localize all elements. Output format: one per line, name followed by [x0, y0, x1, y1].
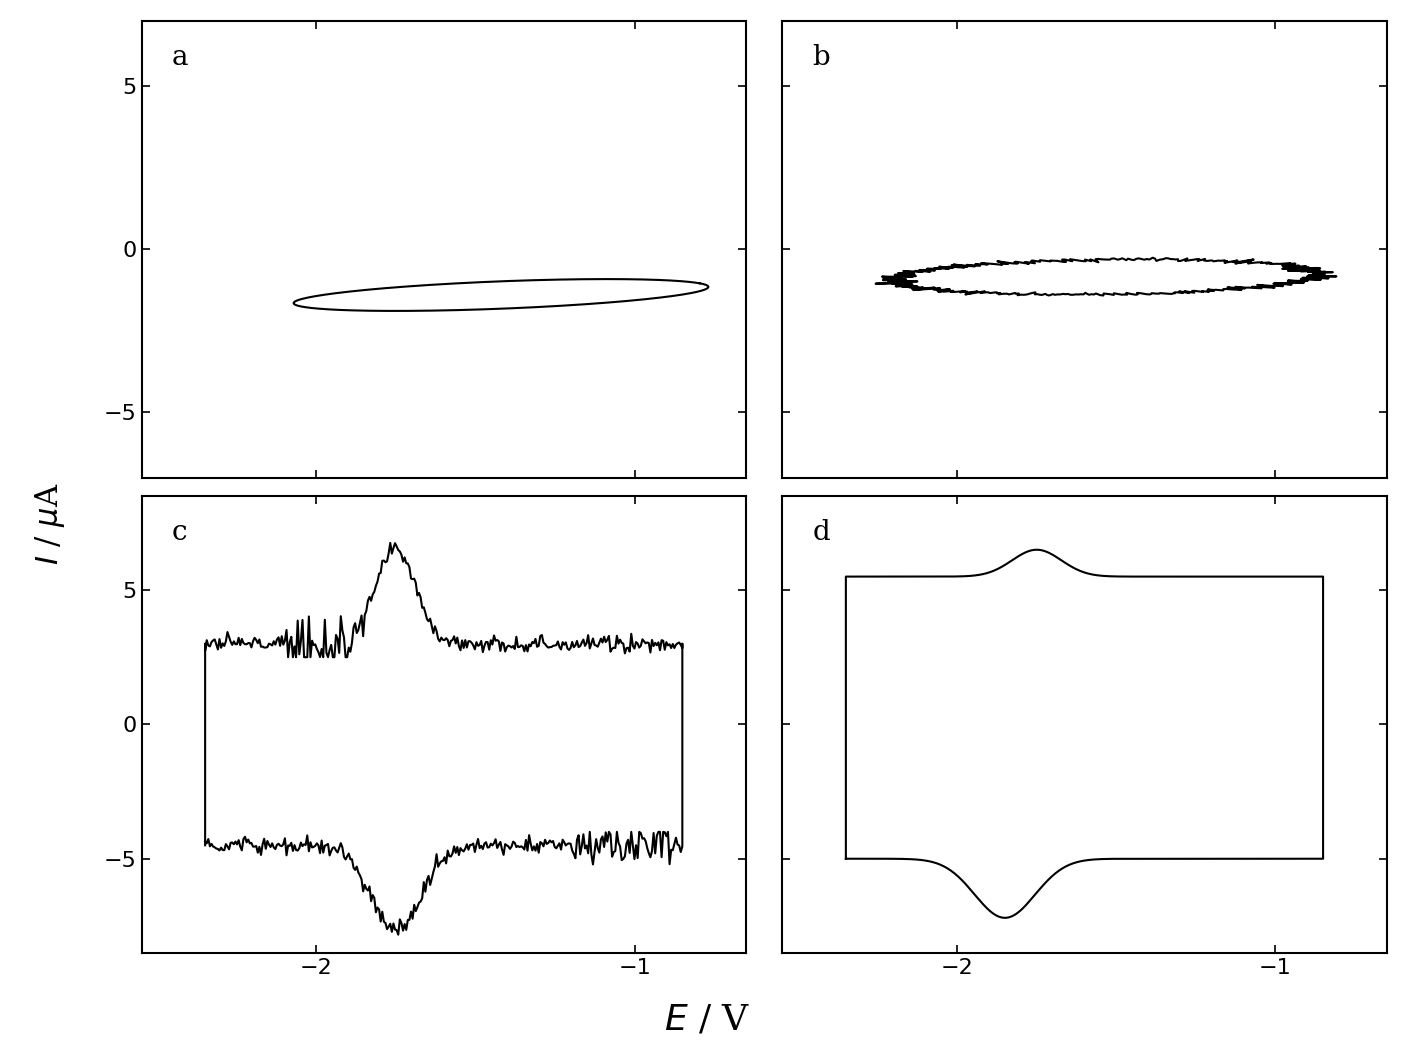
Text: $I$ / $\mu$A: $I$ / $\mu$A	[33, 483, 67, 564]
Text: c: c	[171, 519, 187, 545]
Text: b: b	[812, 44, 831, 71]
Text: d: d	[812, 519, 831, 545]
Text: a: a	[171, 44, 188, 71]
Text: $E$ / V: $E$ / V	[664, 1003, 751, 1037]
